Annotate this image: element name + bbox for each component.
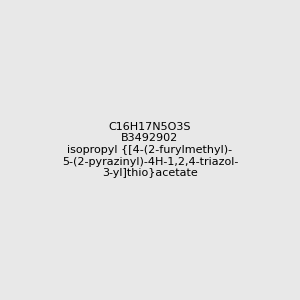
Text: C16H17N5O3S
B3492902
isopropyl {[4-(2-furylmethyl)-
5-(2-pyrazinyl)-4H-1,2,4-tri: C16H17N5O3S B3492902 isopropyl {[4-(2-fu… [62, 122, 238, 178]
